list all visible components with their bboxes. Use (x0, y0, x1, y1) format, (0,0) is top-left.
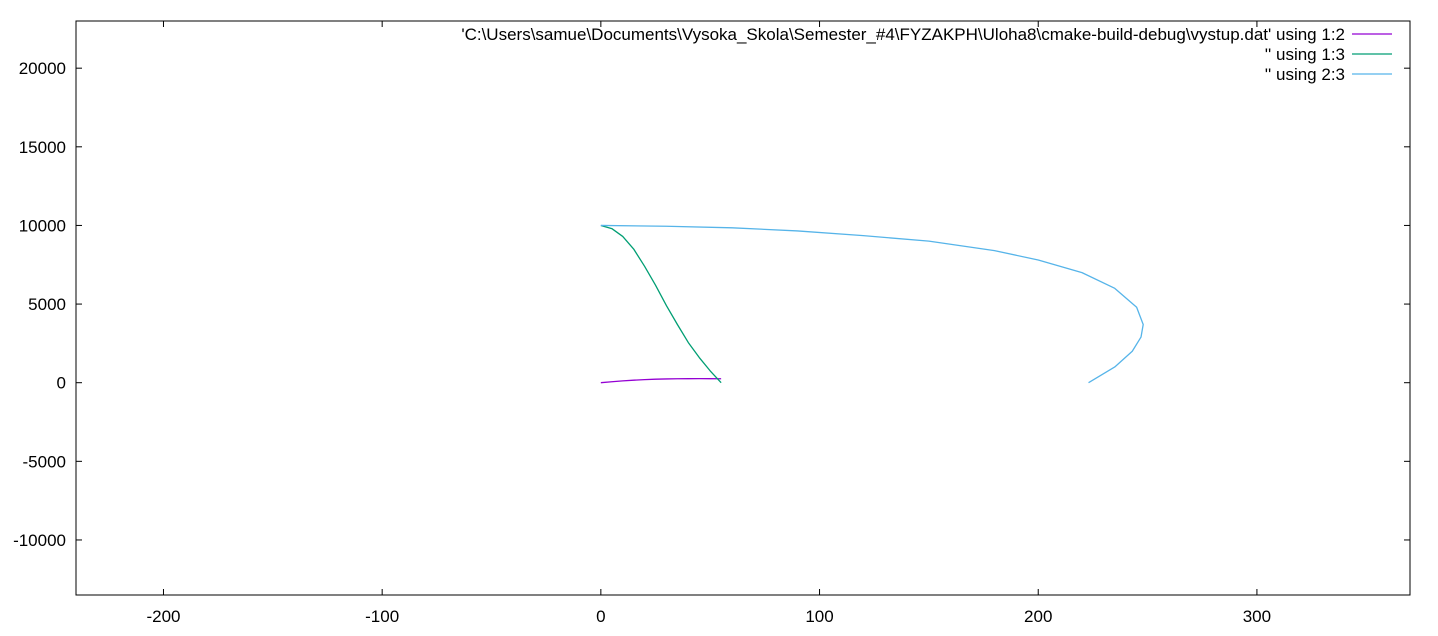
y-tick-label: -10000 (13, 531, 66, 550)
series-line-1 (600, 377, 722, 384)
x-tick-label: 0 (596, 607, 605, 626)
x-tick-label: 200 (1024, 607, 1052, 626)
plot-frame (75, 20, 1411, 596)
series-line-3 (600, 224, 1144, 384)
legend-label-2: '' using 1:3 (1265, 45, 1345, 64)
x-tick-label: -200 (146, 607, 180, 626)
legend-label-3: '' using 2:3 (1265, 65, 1345, 84)
series-line-2 (600, 224, 722, 384)
y-tick-label: 20000 (19, 59, 66, 78)
legend-label-1: 'C:\Users\samue\Documents\Vysoka_Skola\S… (461, 25, 1345, 44)
plot-axes (75, 20, 1411, 596)
y-tick-label: 15000 (19, 138, 66, 157)
y-tick-label: -5000 (23, 452, 66, 471)
y-tick-label: 5000 (28, 295, 66, 314)
y-tick-label: 0 (57, 374, 66, 393)
series-lines (600, 224, 1144, 384)
legend: 'C:\Users\samue\Documents\Vysoka_Skola\S… (461, 25, 1392, 84)
y-tick-label: 10000 (19, 216, 66, 235)
axis-ticks: -200 -100 0 100 200 300 -10000 -5000 0 5000 10000 1… (13, 21, 1410, 626)
x-tick-label: 300 (1243, 607, 1271, 626)
x-tick-label: 100 (805, 607, 833, 626)
x-tick-label: -100 (365, 607, 399, 626)
